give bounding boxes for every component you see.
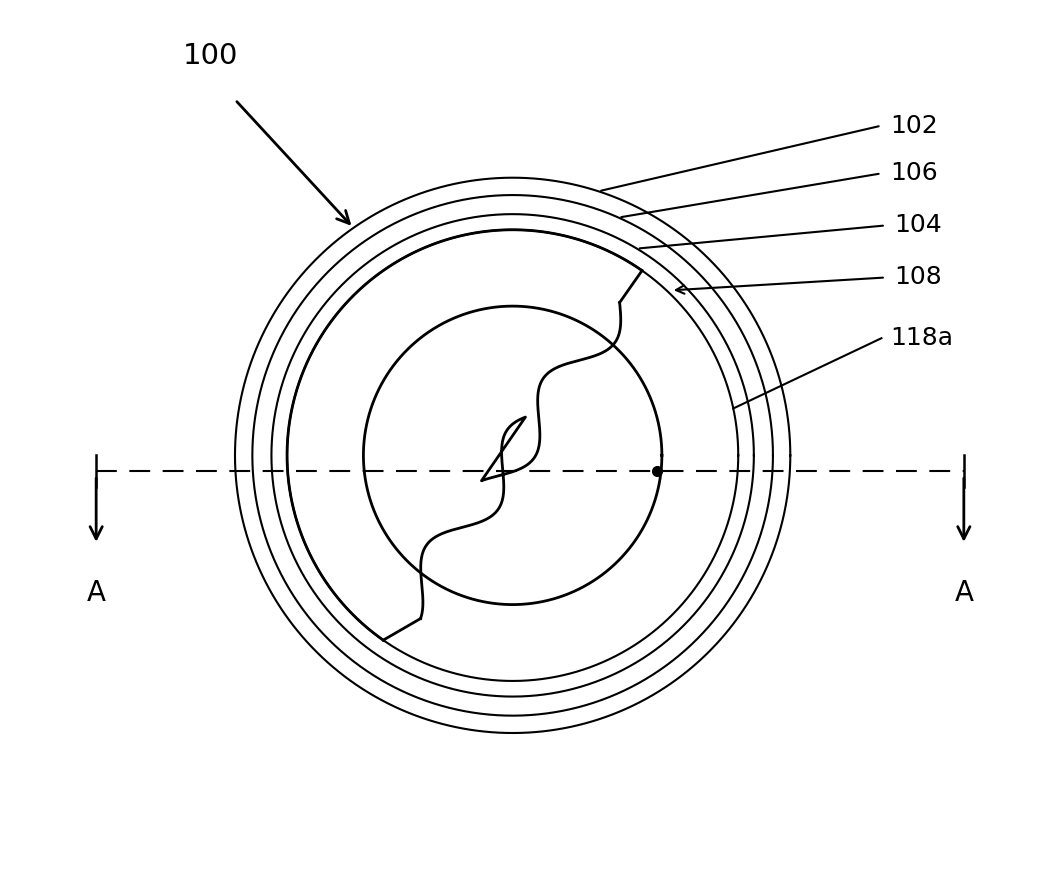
- Text: 106: 106: [890, 161, 938, 186]
- Text: 104: 104: [895, 214, 942, 237]
- Text: A: A: [87, 579, 106, 607]
- Text: 102: 102: [890, 114, 938, 138]
- Text: A: A: [954, 579, 973, 607]
- Text: 108: 108: [895, 265, 942, 289]
- Text: 100: 100: [183, 42, 238, 70]
- Text: 118a: 118a: [890, 326, 953, 350]
